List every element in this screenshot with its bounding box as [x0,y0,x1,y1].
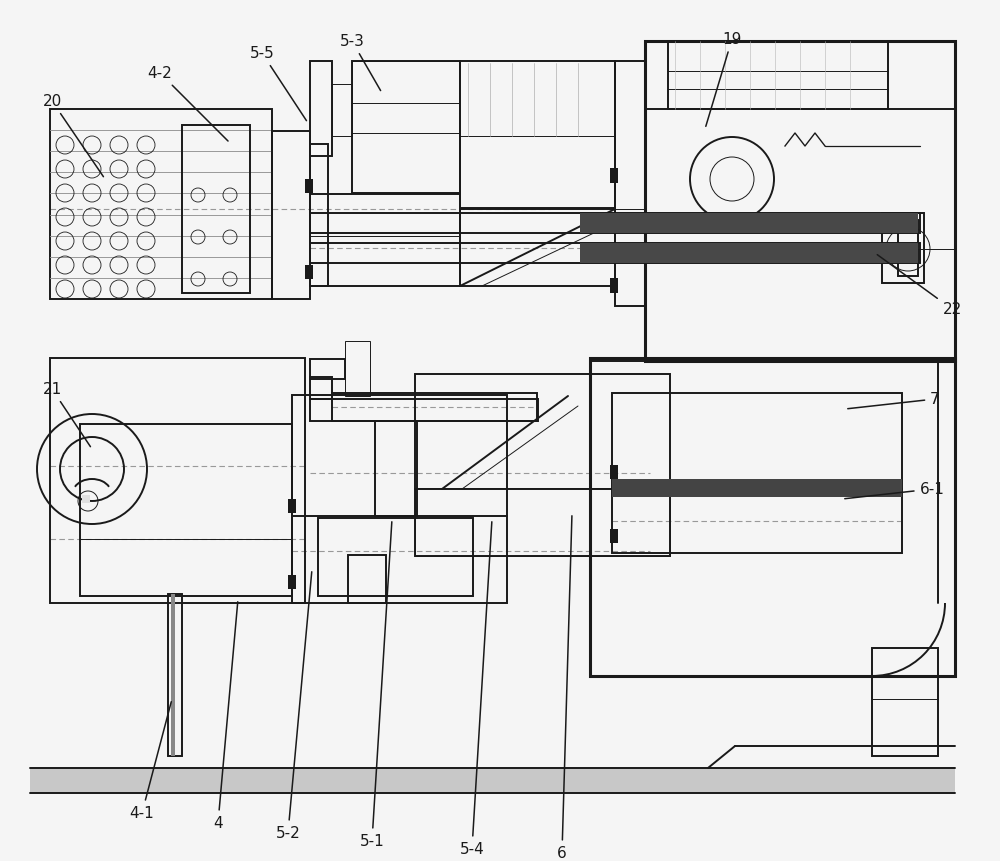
Text: 7: 7 [848,392,940,409]
Bar [168,594,182,756]
Text: 5-4: 5-4 [460,522,492,857]
Bar [352,62,460,194]
Bar [310,62,332,157]
Text: 5-2: 5-2 [276,572,312,840]
Bar [288,575,296,589]
Bar [610,530,618,543]
Bar [375,422,417,517]
Text: 5-3: 5-3 [340,34,381,91]
Text: 4: 4 [213,602,238,831]
Bar [272,132,310,300]
Bar [612,480,902,489]
Text: 6: 6 [557,517,572,860]
Bar [348,555,386,604]
Bar [310,244,920,263]
Bar [352,62,460,133]
Text: 5-5: 5-5 [250,46,306,121]
Bar [318,518,473,597]
Bar [332,85,352,137]
Text: 6-1: 6-1 [845,482,944,499]
Bar [30,768,955,793]
Bar [615,62,645,307]
Bar [460,208,615,287]
Text: 21: 21 [42,382,90,447]
Bar [898,220,918,276]
Bar [610,169,618,183]
Bar [332,393,537,422]
Bar [345,342,370,397]
Text: 4-2: 4-2 [148,66,228,142]
Bar [310,195,460,287]
Bar [50,358,305,604]
Bar [580,244,918,263]
Text: 20: 20 [42,95,103,177]
Bar [668,42,888,110]
Bar [415,488,670,556]
Bar [645,42,955,362]
Bar [415,375,670,556]
Bar [305,180,313,194]
Bar [590,358,955,676]
Bar [82,495,90,504]
Bar [182,126,250,294]
Text: 22: 22 [877,256,962,317]
Bar [171,594,175,756]
Bar [872,648,938,756]
Bar [882,214,924,283]
Text: 5-1: 5-1 [360,522,392,848]
Bar [610,466,618,480]
Bar [612,487,902,498]
Text: 19: 19 [706,33,742,127]
Bar [80,424,292,597]
Bar [292,395,507,604]
Bar [610,279,618,294]
Bar [310,145,328,287]
Bar [310,214,920,233]
Bar [288,499,296,513]
Bar [50,110,272,300]
Bar [580,214,918,233]
Bar [305,266,313,280]
Text: 4-1: 4-1 [130,702,171,821]
Bar [460,62,615,210]
Bar [612,393,902,554]
Bar [310,400,538,422]
Bar [310,378,332,400]
Bar [310,360,345,380]
